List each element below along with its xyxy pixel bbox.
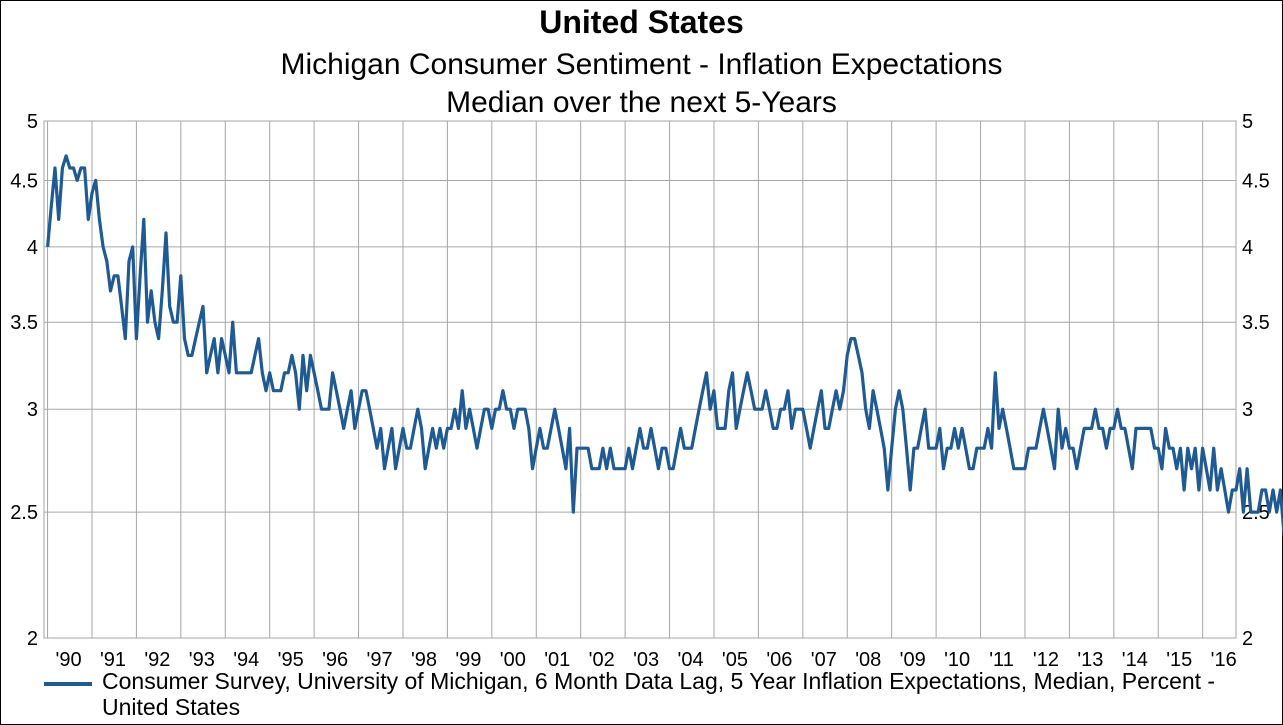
y-tick-label-right: 4.5 bbox=[1242, 170, 1270, 192]
chart-subtitle: Michigan Consumer Sentiment - Inflation … bbox=[280, 48, 1003, 81]
x-tick-label: '98 bbox=[411, 649, 437, 671]
chart-title: United States bbox=[539, 4, 744, 40]
x-tick-label: '94 bbox=[233, 649, 259, 671]
x-axis: '90 '91 '92 '93 '94 '95 '96 '97 '98 '99 '00 '01 '02 '… bbox=[56, 649, 1237, 671]
y-tick-label-left: 3.5 bbox=[10, 312, 38, 334]
x-tick-label: '96 bbox=[322, 649, 348, 671]
x-tick-label: '12 bbox=[1033, 649, 1059, 671]
x-tick-label: '04 bbox=[678, 649, 704, 671]
y-tick-label-right: 5 bbox=[1242, 111, 1253, 133]
x-tick-label: '11 bbox=[989, 649, 1014, 671]
x-tick-label: '02 bbox=[589, 649, 615, 671]
x-tick-label: '05 bbox=[722, 649, 748, 671]
plot-area: 2.40 bbox=[46, 154, 1283, 537]
series-line bbox=[46, 154, 1283, 537]
x-tick-label: '92 bbox=[144, 649, 170, 671]
y-tick-label-right: 2 bbox=[1242, 628, 1253, 650]
x-tick-label: '09 bbox=[900, 649, 926, 671]
legend-swatch bbox=[44, 682, 92, 686]
y-tick-label-left: 5 bbox=[27, 111, 38, 133]
x-tick-label: '00 bbox=[500, 649, 526, 671]
y-axis-left: 2 2.5 3 3.5 4 4.5 5 bbox=[10, 111, 38, 650]
legend-label: Consumer Survey, University of Michigan,… bbox=[102, 668, 1216, 720]
x-tick-label: '15 bbox=[1166, 649, 1192, 671]
x-tick-label: '03 bbox=[633, 649, 659, 671]
y-tick-label-left: 4.5 bbox=[10, 170, 38, 192]
y-tick-label-right: 3 bbox=[1242, 399, 1253, 421]
x-tick-label: '07 bbox=[811, 649, 837, 671]
x-tick-label: '93 bbox=[189, 649, 215, 671]
x-tick-label: '14 bbox=[1122, 649, 1148, 671]
y-tick-label-right: 4 bbox=[1242, 237, 1253, 259]
y-tick-label-left: 2 bbox=[27, 628, 38, 650]
x-tick-label: '95 bbox=[278, 649, 304, 671]
x-tick-label: '06 bbox=[766, 649, 792, 671]
x-tick-label: '91 bbox=[100, 649, 126, 671]
chart-subtitle-2: Median over the next 5-Years bbox=[446, 86, 837, 119]
x-tick-label: '16 bbox=[1211, 649, 1237, 671]
plot-border bbox=[43, 120, 1237, 639]
x-tick-label: '90 bbox=[56, 649, 82, 671]
y-tick-label-right: 3.5 bbox=[1242, 312, 1270, 334]
x-tick-label: '97 bbox=[367, 649, 393, 671]
y-tick-label-left: 3 bbox=[27, 399, 38, 421]
y-tick-label-left: 2.5 bbox=[10, 502, 38, 524]
y-tick-label-left: 4 bbox=[27, 237, 38, 259]
x-tick-label: '08 bbox=[855, 649, 881, 671]
x-tick-label: '13 bbox=[1077, 649, 1103, 671]
x-tick-label: '10 bbox=[944, 649, 970, 671]
grid bbox=[43, 120, 1237, 639]
y-axis-right: 22.533.544.55 bbox=[1242, 111, 1270, 650]
x-tick-label: '01 bbox=[544, 649, 570, 671]
x-tick-label: '99 bbox=[455, 649, 481, 671]
